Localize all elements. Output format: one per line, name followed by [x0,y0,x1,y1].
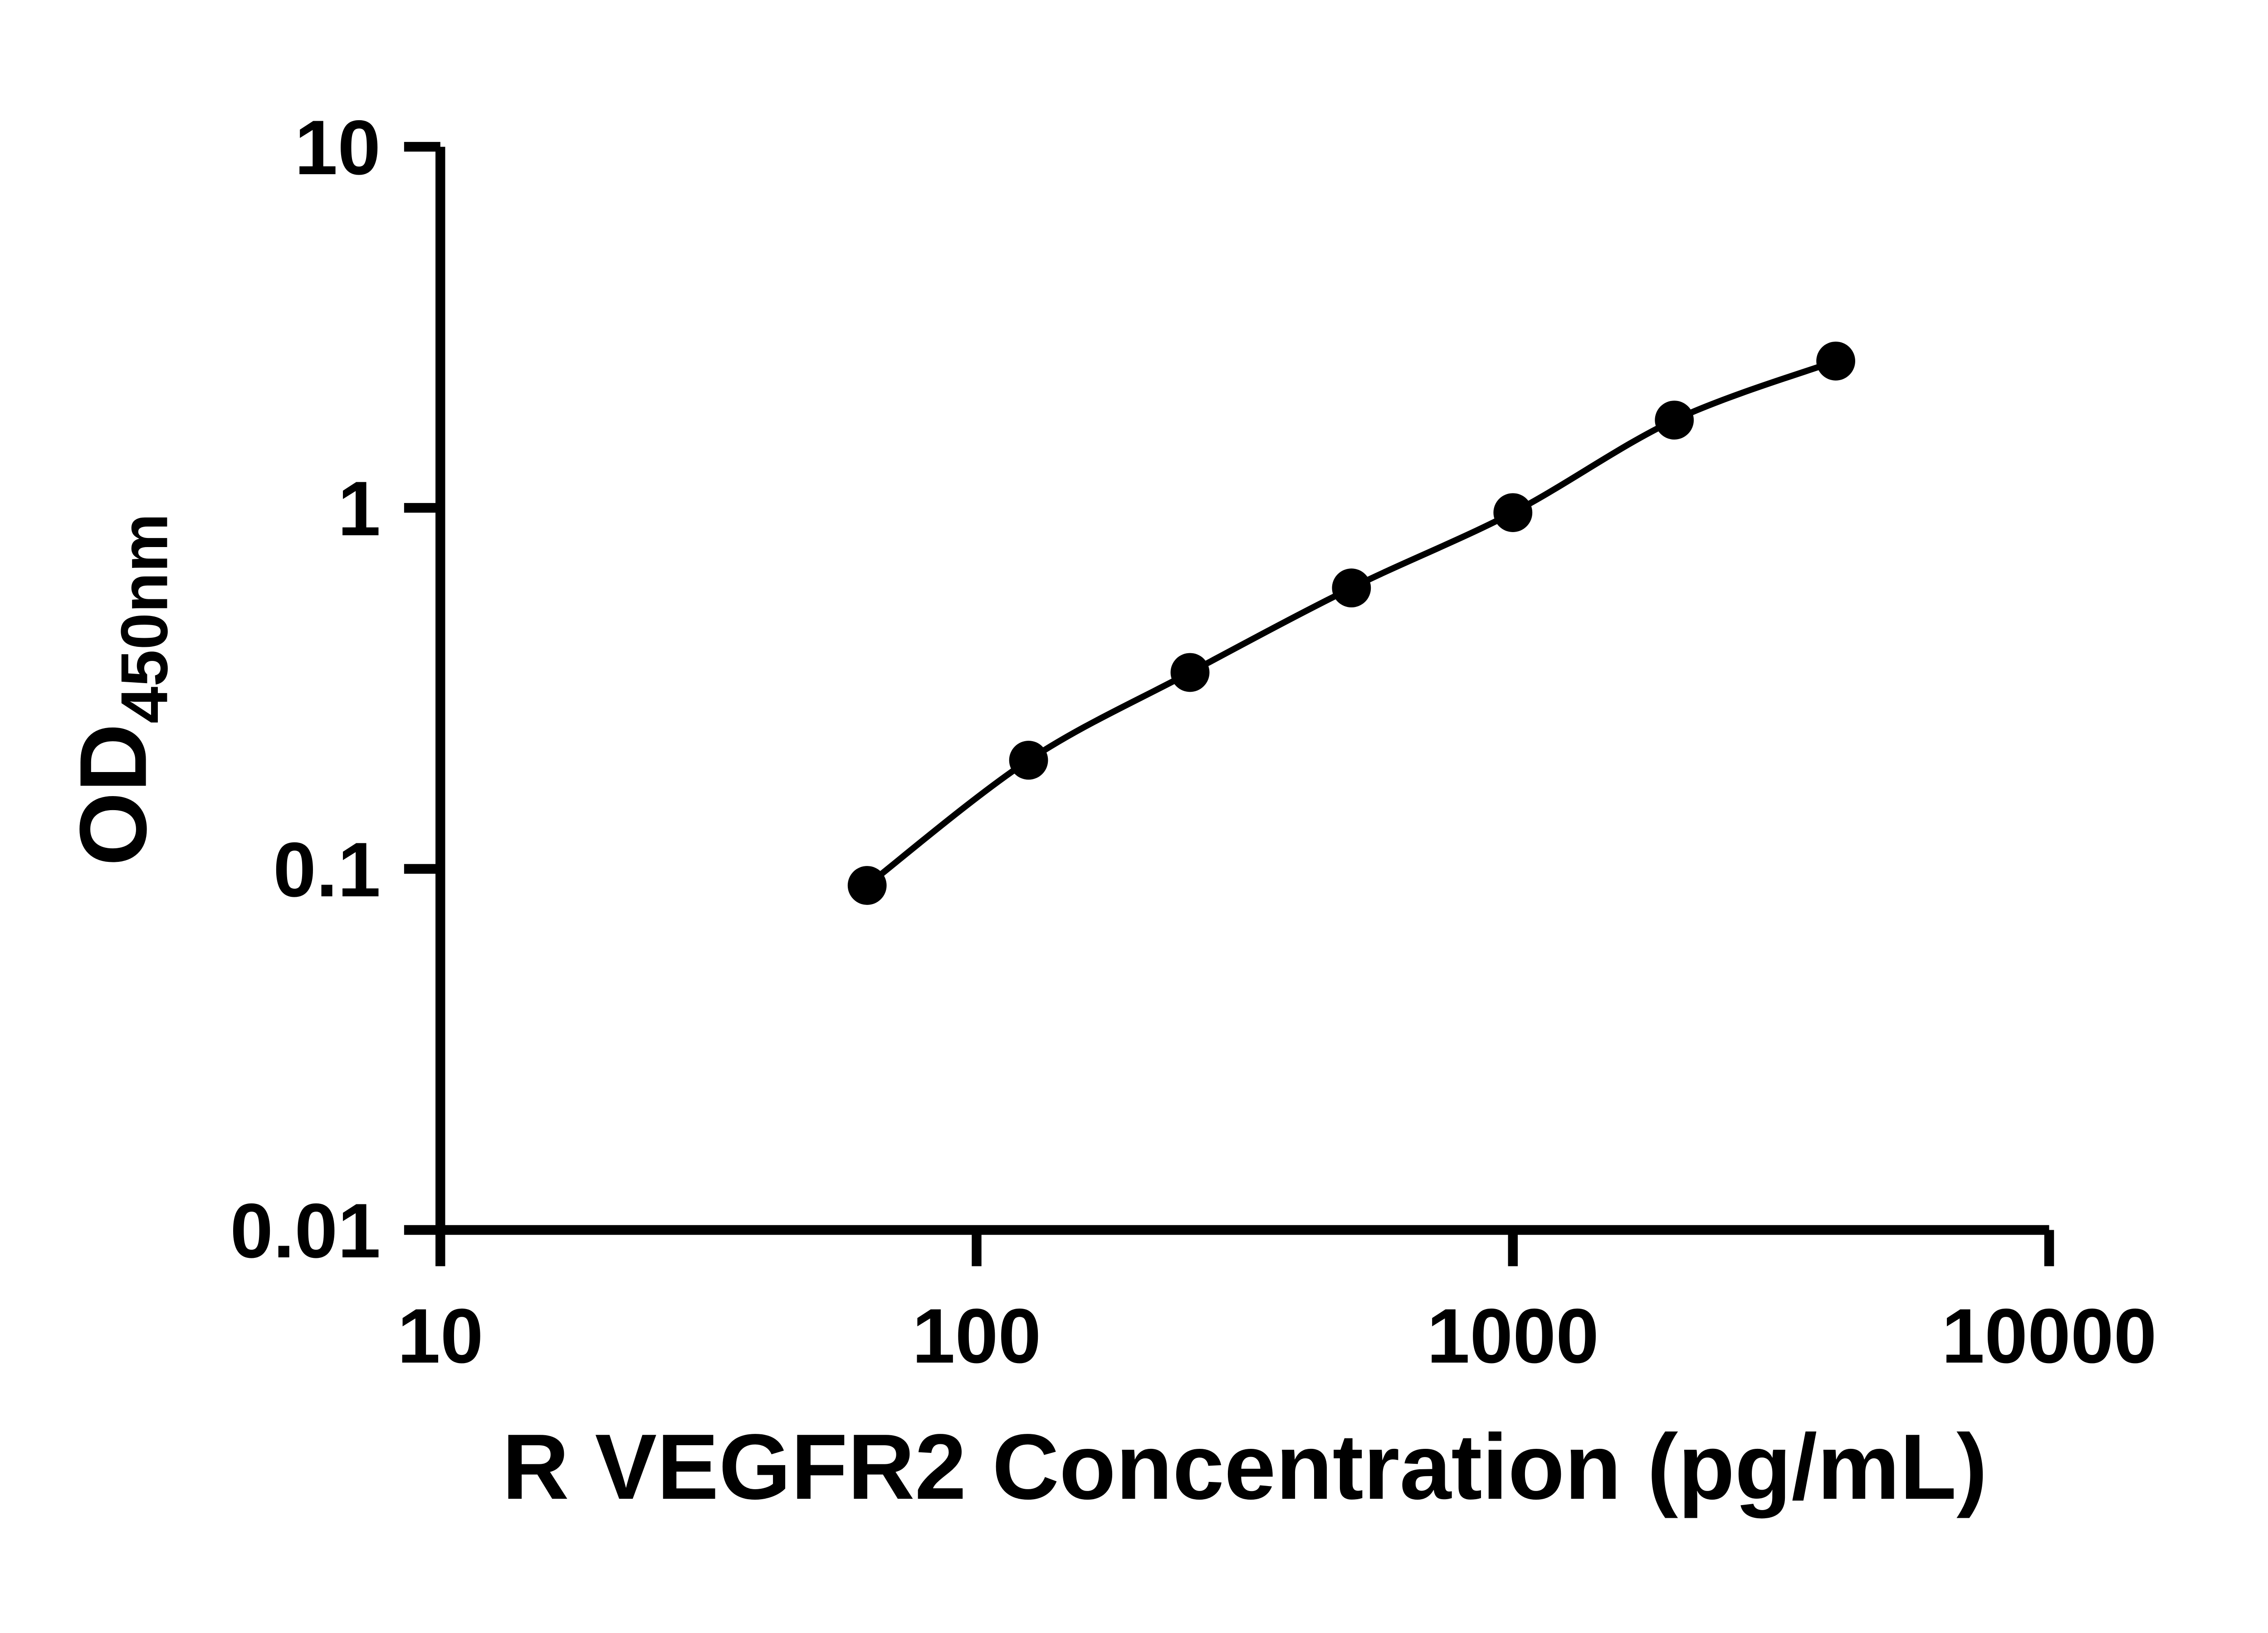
x-tick-label: 1000 [1427,1293,1599,1379]
y-tick-label: 0.01 [230,1188,381,1274]
data-point [1655,401,1694,440]
chart-background [0,0,2268,1592]
data-point [1332,568,1371,608]
y-tick-label: 1 [337,466,381,552]
x-tick-label: 10000 [1941,1293,2156,1379]
y-axis-title: OD450nm [60,513,181,866]
data-point [1170,653,1210,692]
x-axis-title: R VEGFR2 Concentration (pg/mL) [502,1415,1988,1519]
data-point [1493,493,1533,532]
elisa-standard-curve-figure: 10 100 1000 10000 0.01 0.1 1 10 R VEGFR2 Concent… [0,0,2268,1592]
data-point [1009,741,1048,780]
y-axis-title-subscript: 450nm [107,513,181,724]
x-tick-label: 10 [397,1293,484,1379]
y-tick-label: 10 [294,105,381,191]
data-point [847,866,887,905]
y-tick-label: 0.1 [273,827,381,913]
x-tick-label: 100 [912,1293,1041,1379]
y-axis-title-main: OD [60,724,166,866]
data-point [1816,342,1855,381]
